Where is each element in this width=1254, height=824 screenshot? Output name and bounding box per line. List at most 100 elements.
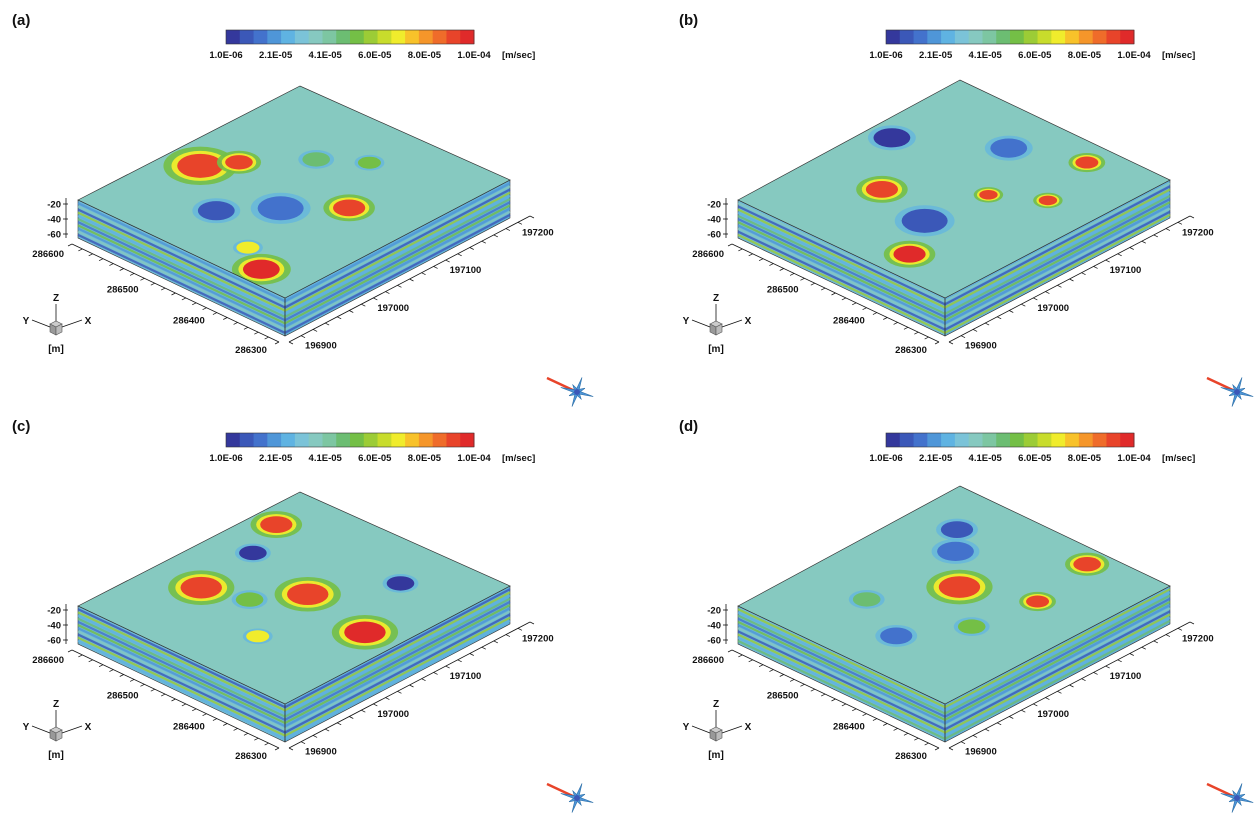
colorbar-tick-label: 2.1E-05 [259,453,293,464]
colorbar-swatch [418,433,434,447]
colorbar-swatch [294,30,310,44]
colorbar-swatch [1078,433,1094,447]
triad-y-label: Y [683,722,690,733]
property-zone [979,189,998,200]
colorbar-swatch [460,30,475,44]
property-zone [893,245,926,263]
colorbar-tick-label: 6.0E-05 [358,453,392,464]
property-zone [880,627,913,645]
triad-z-label: Z [713,699,719,710]
z-axis-tick-label: -20 [707,606,721,617]
block-model-figure: 1.0E-06 2.1E-05 4.1E-05 6.0E-05 8.0E-05 1.0E-… [683,432,1254,813]
y-axis-tick-label: 196900 [965,747,997,758]
property-zone [901,208,948,233]
colorbar: 1.0E-06 2.1E-05 4.1E-05 6.0E-05 8.0E-05 1.0E-… [209,29,535,61]
colorbar-swatch [996,433,1011,447]
z-axis-tick-label: -40 [707,621,721,632]
triad-x-label: X [85,722,92,733]
colorbar-swatch [239,433,255,447]
triad-y-label: Y [23,722,30,733]
colorbar-swatch [377,433,392,447]
colorbar-tick-label: 1.0E-06 [869,453,902,464]
colorbar-swatch [308,433,323,447]
panel-d: 1.0E-06 2.1E-05 4.1E-05 6.0E-05 8.0E-05 1.0E-… [627,412,1254,824]
colorbar-unit: [m/sec] [1162,453,1195,464]
colorbar-swatch [1051,433,1066,447]
colorbar-swatch [1120,30,1135,44]
triad-x-label: X [745,722,752,733]
colorbar-tick-label: 8.0E-05 [1068,50,1102,61]
y-axis-tick-label: 197200 [1182,227,1214,238]
colorbar-swatch [418,30,434,44]
x-axis-tick-label: 286500 [107,284,139,295]
y-axis-tick-label: 196900 [305,341,337,352]
property-zone [260,516,293,533]
colorbar-tick-label: 2.1E-05 [919,50,953,61]
colorbar-swatch [913,433,928,447]
colorbar-swatch [996,30,1011,44]
property-zone [1075,156,1099,169]
colorbar: 1.0E-06 2.1E-05 4.1E-05 6.0E-05 8.0E-05 1.0E-… [209,432,535,464]
z-axis-tick-label: -20 [47,606,61,617]
colorbar-swatch [982,433,997,447]
colorbar-swatch [899,30,915,44]
colorbar-swatch [1010,30,1025,44]
colorbar-swatch [954,30,970,44]
colorbar-tick-label: 8.0E-05 [1068,453,1102,464]
colorbar-swatch [377,30,392,44]
property-zone [957,619,986,634]
axes: -20 -40 -60 286600 286500 286400 286300 196900 1… [32,604,554,762]
colorbar-tick-label: 1.0E-06 [209,50,242,61]
colorbar-tick-label: 8.0E-05 [408,453,442,464]
y-axis-tick-label: 197100 [1110,671,1142,682]
triad-y-label: Y [683,316,690,327]
colorbar-tick-label: 4.1E-05 [969,50,1003,61]
colorbar-swatch [308,30,323,44]
z-axis-tick-label: -20 [47,200,61,211]
colorbar-tick-label: 8.0E-05 [408,50,442,61]
x-axis-tick-label: 286500 [767,284,799,295]
property-zone [236,241,260,254]
colorbar-swatch [267,30,282,44]
z-axis-tick-label: -20 [707,200,721,211]
triad-z-label: Z [713,293,719,304]
property-zone [873,128,911,148]
colorbar-tick-label: 1.0E-06 [869,50,902,61]
property-zone [357,156,381,169]
colorbar-swatch [322,30,337,44]
triad-y-label: Y [23,316,30,327]
colorbar-tick-label: 4.1E-05 [309,453,343,464]
z-axis-tick-label: -40 [47,215,61,226]
x-axis-tick-label: 286400 [833,722,865,733]
block-model-figure: 1.0E-06 2.1E-05 4.1E-05 6.0E-05 8.0E-05 1.0E-… [23,432,594,813]
block-model-figure: 1.0E-06 2.1E-05 4.1E-05 6.0E-05 8.0E-05 1.0E-… [23,29,594,407]
colorbar-swatch [336,433,351,447]
compass-star-icon [546,376,594,407]
property-zone [302,152,331,167]
colorbar-swatch [1023,433,1039,447]
z-axis-tick-label: -60 [707,230,721,241]
x-axis-tick-label: 286300 [895,751,927,762]
colorbar-swatch [1092,433,1107,447]
block-top-face [738,486,1170,704]
colorbar-swatch [941,30,956,44]
property-zone [865,180,899,198]
colorbar-unit: [m/sec] [1162,50,1195,61]
axis-triad: Z X Y [m] [23,699,92,761]
colorbar-swatch [1065,433,1080,447]
axis-triad: Z X Y [m] [683,699,752,761]
colorbar-swatch [927,433,942,447]
colorbar-swatch [281,433,296,447]
property-zone [344,621,386,644]
y-axis-tick-label: 197200 [522,227,554,238]
colorbar-swatch [899,433,915,447]
property-zone [1038,195,1058,206]
triad-unit-label: [m] [48,750,64,761]
colorbar-swatch [253,30,268,44]
panel-c: 1.0E-06 2.1E-05 4.1E-05 6.0E-05 8.0E-05 1.0E-… [0,412,627,824]
colorbar-swatch [405,30,420,44]
y-axis-tick-label: 197100 [1110,265,1142,276]
colorbar-swatch [350,433,365,447]
y-axis-tick-label: 197000 [377,303,409,314]
z-axis-tick-label: -60 [47,230,61,241]
